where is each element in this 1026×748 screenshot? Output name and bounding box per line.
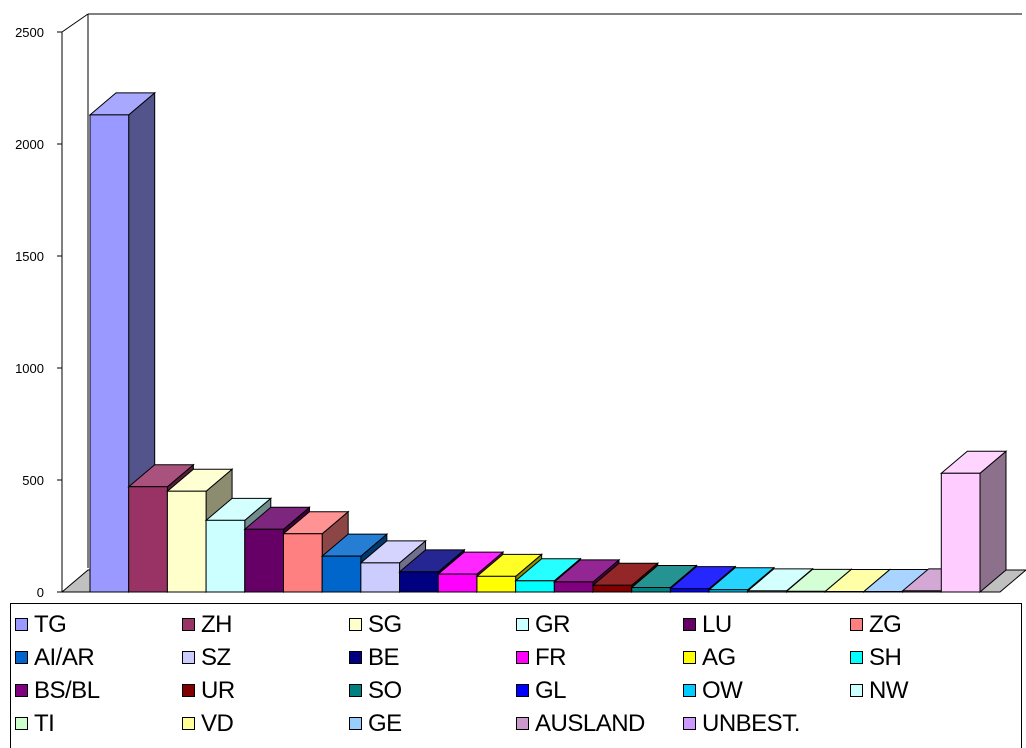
legend-label: UR bbox=[201, 676, 235, 704]
side-wall-top-edge bbox=[61, 13, 89, 33]
legend-label: VD bbox=[201, 709, 234, 737]
legend-swatch bbox=[349, 717, 362, 730]
legend-item: GR bbox=[516, 608, 683, 641]
legend-swatch bbox=[850, 684, 863, 697]
legend-swatch bbox=[15, 651, 28, 664]
legend-swatch bbox=[516, 618, 529, 631]
legend-swatch bbox=[349, 684, 362, 697]
legend-swatch bbox=[516, 651, 529, 664]
legend-label: FR bbox=[535, 643, 567, 671]
legend-swatch bbox=[516, 717, 529, 730]
legend-label: AUSLAND bbox=[535, 709, 645, 737]
legend-item: GE bbox=[349, 707, 516, 740]
legend-item: SZ bbox=[182, 641, 349, 674]
legend-item: UR bbox=[182, 674, 349, 707]
bar-tg bbox=[88, 91, 157, 594]
legend-item: TI bbox=[15, 707, 182, 740]
legend-label: TG bbox=[34, 610, 67, 638]
y-tick-label: 1500 bbox=[15, 249, 44, 264]
bar-series bbox=[88, 91, 1008, 594]
legend-item: UNBEST. bbox=[683, 707, 850, 740]
legend-label: NW bbox=[869, 676, 908, 704]
legend-item: OW bbox=[683, 674, 850, 707]
legend-swatch bbox=[683, 717, 696, 730]
legend: TG ZH SG GR LU ZG AI/AR SZ BE FR AG SH BS/BL UR SO GL OW… bbox=[10, 603, 1022, 748]
legend-label: ZH bbox=[201, 610, 233, 638]
legend-swatch bbox=[15, 618, 28, 631]
legend-item: TG bbox=[15, 608, 182, 641]
legend-label: SZ bbox=[201, 643, 231, 671]
legend-swatch bbox=[15, 717, 28, 730]
legend-swatch bbox=[683, 651, 696, 664]
legend-label: TI bbox=[34, 709, 55, 737]
legend-label: LU bbox=[702, 610, 732, 638]
y-tick-label: 1000 bbox=[15, 361, 44, 376]
legend-label: OW bbox=[702, 676, 743, 704]
legend-item: VD bbox=[182, 707, 349, 740]
legend-item: AUSLAND bbox=[516, 707, 683, 740]
legend-item: BE bbox=[349, 641, 516, 674]
legend-label: SO bbox=[368, 676, 402, 704]
legend-label: BS/BL bbox=[34, 676, 100, 704]
y-tick-label: 2500 bbox=[15, 25, 44, 40]
legend-item: BS/BL bbox=[15, 674, 182, 707]
legend-item: SG bbox=[349, 608, 516, 641]
legend-swatch bbox=[516, 684, 529, 697]
legend-item: SH bbox=[850, 641, 1017, 674]
legend-swatch bbox=[850, 651, 863, 664]
legend-item: AI/AR bbox=[15, 641, 182, 674]
legend-label: GL bbox=[535, 676, 567, 704]
legend-swatch bbox=[15, 684, 28, 697]
y-tick-label: 2000 bbox=[15, 137, 44, 152]
legend-swatch bbox=[683, 684, 696, 697]
legend-item: NW bbox=[850, 674, 1017, 707]
legend-swatch bbox=[349, 618, 362, 631]
legend-swatch bbox=[850, 618, 863, 631]
legend-item: LU bbox=[683, 608, 850, 641]
legend-swatch bbox=[182, 618, 195, 631]
legend-label: AI/AR bbox=[34, 643, 95, 671]
legend-label: SG bbox=[368, 610, 402, 638]
legend-item: AG bbox=[683, 641, 850, 674]
legend-label: SH bbox=[869, 643, 902, 671]
legend-item: ZG bbox=[850, 608, 1017, 641]
legend-label: GR bbox=[535, 610, 571, 638]
y-tick-label: 0 bbox=[37, 585, 44, 600]
legend-label: BE bbox=[368, 643, 400, 671]
y-tick-label: 500 bbox=[22, 473, 44, 488]
legend-label: ZG bbox=[869, 610, 902, 638]
bar-unbest- bbox=[939, 450, 1008, 594]
legend-swatch bbox=[182, 717, 195, 730]
legend-item: FR bbox=[516, 641, 683, 674]
legend-item: ZH bbox=[182, 608, 349, 641]
legend-label: UNBEST. bbox=[702, 709, 800, 737]
bar-chart: 0 500 1000 1500 2000 2500 bbox=[15, 13, 1026, 600]
legend-swatch bbox=[349, 651, 362, 664]
legend-swatch bbox=[683, 618, 696, 631]
legend-swatch bbox=[182, 684, 195, 697]
legend-item: GL bbox=[516, 674, 683, 707]
y-axis: 0 500 1000 1500 2000 2500 bbox=[15, 25, 62, 600]
legend-label: AG bbox=[702, 643, 736, 671]
legend-item: SO bbox=[349, 674, 516, 707]
legend-swatch bbox=[182, 651, 195, 664]
legend-label: GE bbox=[368, 709, 402, 737]
